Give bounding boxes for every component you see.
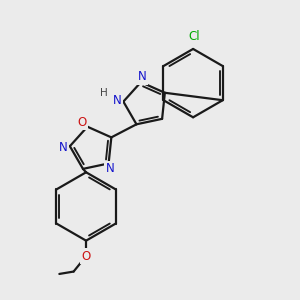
Text: N: N <box>112 94 121 106</box>
Text: H: H <box>100 88 108 98</box>
Text: N: N <box>106 162 115 175</box>
Text: N: N <box>138 70 147 83</box>
Text: N: N <box>59 141 68 154</box>
Text: Cl: Cl <box>189 30 200 43</box>
Text: O: O <box>82 250 91 262</box>
Text: O: O <box>77 116 87 129</box>
